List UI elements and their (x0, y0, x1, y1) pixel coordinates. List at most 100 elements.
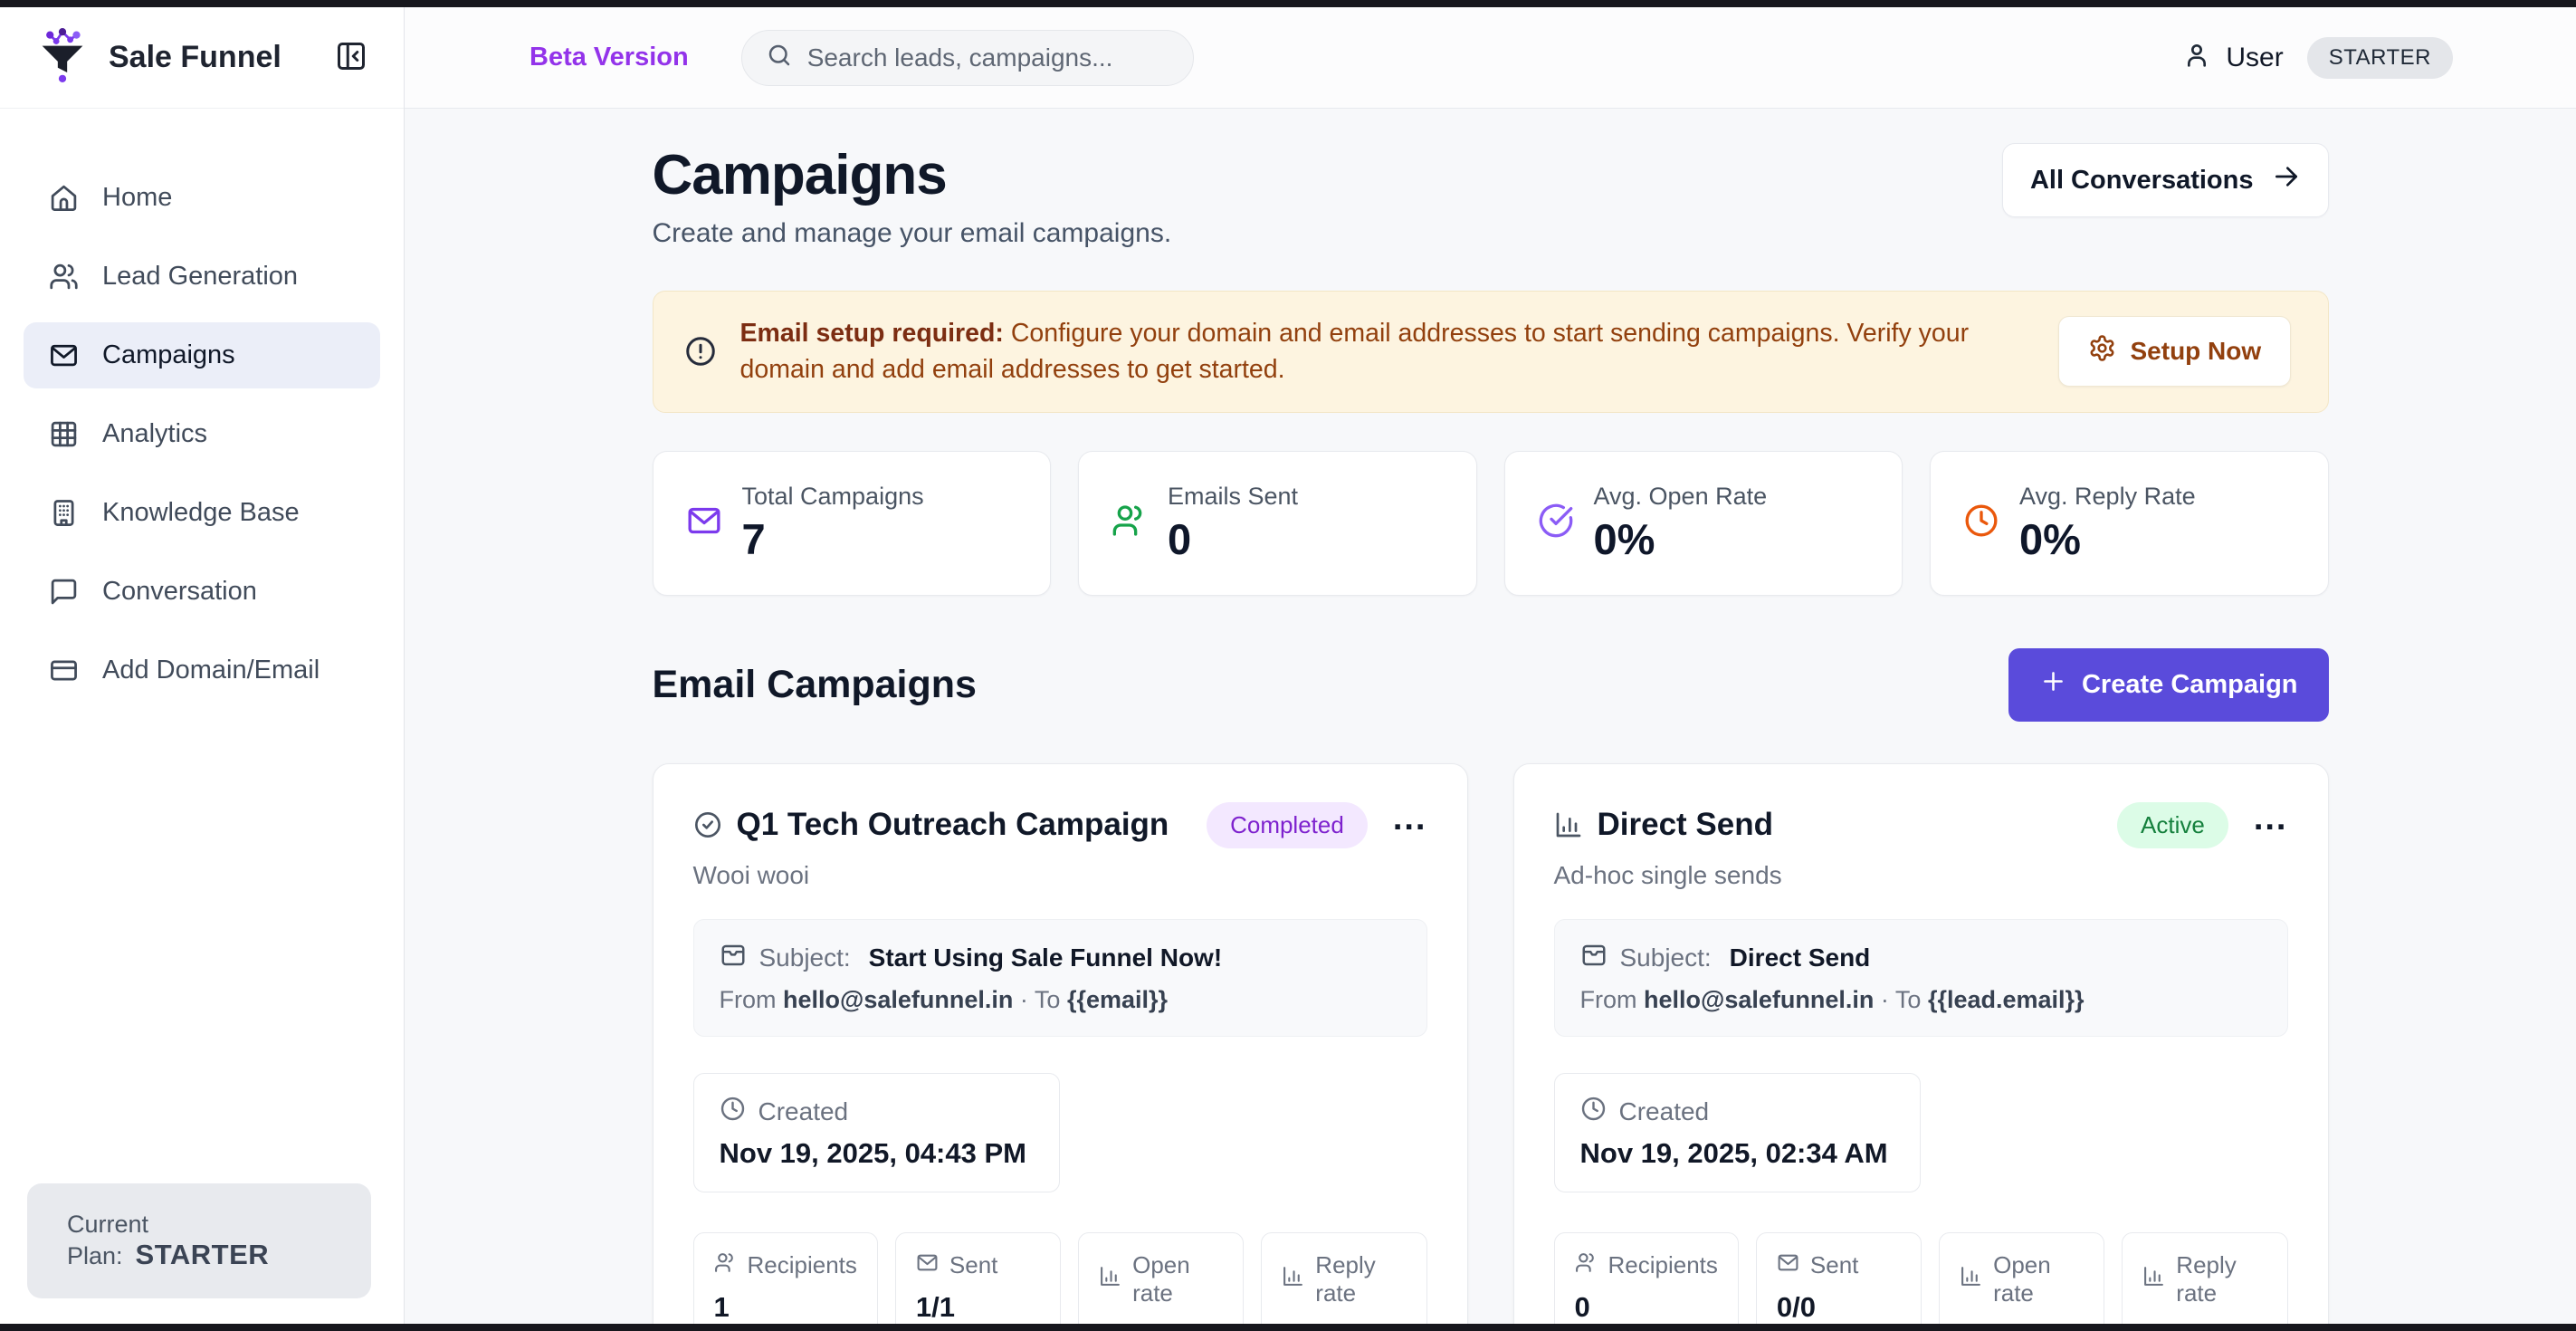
sidebar-item-analytics[interactable]: Analytics (24, 401, 380, 467)
window-frame-bottom (0, 1324, 2576, 1331)
metric-reply-rate: Reply rate 0% (1261, 1231, 1427, 1324)
subject-label: Subject: (1619, 943, 1712, 972)
sidebar-item-home[interactable]: Home (24, 165, 380, 231)
stat-value: 0% (1593, 514, 1655, 563)
status-badge: Active (2117, 801, 2228, 848)
status-badge: Completed (1207, 801, 1368, 848)
metric-recipients: Recipients 0 (1553, 1231, 1739, 1324)
sidebar-item-label: Knowledge Base (102, 498, 300, 527)
main-content: Campaigns Create and manage your email c… (405, 109, 2576, 1324)
metric-open-rate: Open rate 0% (1078, 1231, 1245, 1324)
created-value: Nov 19, 2025, 04:43 PM (719, 1136, 1026, 1169)
arrow-right-icon (2272, 162, 2301, 198)
user-area[interactable]: User STARTER (2182, 36, 2453, 79)
chat-bubble-icon (49, 577, 79, 607)
sidebar-item-label: Lead Generation (102, 262, 299, 291)
section-title: Email Campaigns (652, 662, 977, 706)
grid-icon (49, 419, 79, 449)
campaign-description: Wooi wooi (692, 860, 810, 889)
search-icon (766, 42, 793, 73)
created-value: Nov 19, 2025, 02:34 AM (1579, 1136, 1888, 1169)
plan-badge: STARTER (2306, 36, 2453, 79)
sidebar-item-conversation[interactable]: Conversation (24, 559, 380, 625)
all-conversations-button[interactable]: All Conversations (2001, 143, 2329, 217)
stat-label: Avg. Reply Rate (2019, 482, 2196, 510)
created-box: Created Nov 19, 2025, 02:34 AM (1553, 1072, 1921, 1192)
subject-box: Subject: Direct Send From hello@salefunn… (1553, 918, 2288, 1037)
sidebar-item-campaigns[interactable]: Campaigns (24, 322, 380, 388)
page-subtitle: Create and manage your email campaigns. (652, 218, 1172, 248)
users-icon (1111, 503, 1148, 543)
gear-icon (2088, 334, 2116, 369)
campaign-cards: Q1 Tech Outreach Campaign Completed ... … (652, 762, 2329, 1324)
subject-label: Subject: (758, 943, 851, 972)
sidebar-item-lead-generation[interactable]: Lead Generation (24, 244, 380, 310)
metric-open-rate: Open rate 0% (1939, 1231, 2105, 1324)
plus-icon (2039, 667, 2067, 703)
stat-card-reply-rate: Avg. Reply Rate 0% (1930, 450, 2329, 596)
page-title: Campaigns (652, 144, 948, 206)
clock-icon (1963, 503, 1999, 543)
mail-icon (1777, 1251, 1799, 1280)
email-setup-alert: Email setup required: Configure your dom… (652, 291, 2329, 413)
stat-label: Emails Sent (1168, 482, 1299, 510)
users-icon (1575, 1251, 1598, 1280)
alert-circle-icon (684, 335, 717, 368)
sidebar-item-knowledge-base[interactable]: Knowledge Base (24, 480, 380, 546)
from-to-line: From hello@salefunnel.in · To {{email}} (719, 985, 1169, 1013)
ellipsis-icon[interactable]: ... (2254, 801, 2288, 840)
sidebar-nav: Home Lead Generation Campaigns Analytics… (0, 165, 404, 704)
campaign-name: Direct Send (1597, 807, 1774, 843)
user-icon (2182, 41, 2211, 74)
sidebar-item-label: Home (102, 183, 173, 212)
stat-value: 0% (2019, 514, 2081, 563)
metric-sent: Sent 0/0 (1755, 1231, 1922, 1324)
bar-chart-icon (1960, 1265, 1982, 1294)
setup-now-button[interactable]: Setup Now (2057, 316, 2292, 388)
sidebar-item-label: Conversation (102, 577, 257, 606)
subject-value: Start Using Sale Funnel Now! (868, 943, 1223, 972)
clock-icon (1580, 1096, 1607, 1128)
sidebar-item-label: Add Domain/Email (102, 656, 320, 685)
sidebar-item-label: Campaigns (102, 340, 235, 369)
panel-collapse-icon (335, 40, 367, 75)
search-box[interactable] (740, 29, 1194, 86)
metric-reply-rate: Reply rate 0% (2122, 1231, 2288, 1324)
stat-card-emails-sent: Emails Sent 0 (1078, 450, 1477, 596)
check-circle-icon (1538, 503, 1574, 543)
sidebar-collapse-button[interactable] (335, 40, 367, 75)
current-plan-box: Current Plan: STARTER (27, 1183, 371, 1298)
metric-sent: Sent 1/1 (894, 1231, 1062, 1324)
check-circle-icon (693, 810, 722, 839)
user-name: User (2226, 42, 2284, 72)
inbox-icon (1580, 942, 1608, 975)
users-icon (714, 1251, 737, 1280)
search-input[interactable] (806, 43, 1169, 72)
bar-chart-icon (2142, 1265, 2165, 1294)
users-icon (49, 262, 79, 292)
building-icon (49, 498, 79, 528)
mail-icon (916, 1251, 939, 1280)
funnel-logo-icon (36, 27, 89, 88)
bar-chart-icon (1282, 1265, 1304, 1294)
mail-icon (49, 340, 79, 370)
bar-chart-icon (1554, 810, 1583, 839)
stat-value: 0 (1168, 514, 1192, 563)
created-box: Created Nov 19, 2025, 04:43 PM (692, 1072, 1060, 1192)
stat-value: 7 (741, 514, 766, 563)
window-frame-top (0, 0, 2576, 7)
home-icon (49, 183, 79, 213)
mail-icon (686, 503, 722, 543)
sidebar-item-label: Analytics (102, 419, 208, 448)
current-plan-value: STARTER (135, 1239, 270, 1270)
sidebar-item-add-domain-email[interactable]: Add Domain/Email (24, 637, 380, 704)
stats-row: Total Campaigns 7 Emails Sent 0 (652, 450, 2329, 596)
ellipsis-icon[interactable]: ... (1393, 801, 1427, 840)
subject-box: Subject: Start Using Sale Funnel Now! Fr… (692, 918, 1427, 1037)
create-campaign-button[interactable]: Create Campaign (2008, 647, 2329, 722)
stat-label: Avg. Open Rate (1593, 482, 1768, 510)
from-to-line: From hello@salefunnel.in · To {{lead.ema… (1579, 985, 2085, 1013)
create-campaign-label: Create Campaign (2081, 669, 2298, 699)
bar-chart-icon (1099, 1265, 1121, 1294)
stat-card-total-campaigns: Total Campaigns 7 (652, 450, 1051, 596)
